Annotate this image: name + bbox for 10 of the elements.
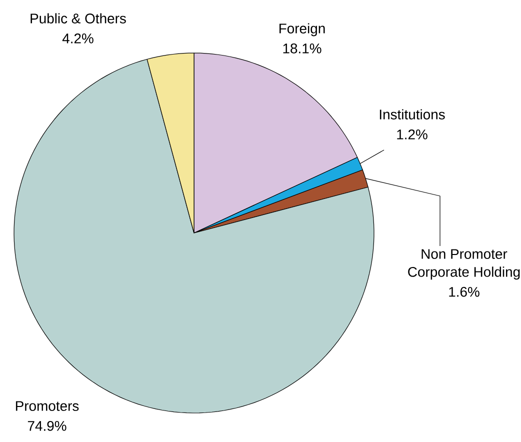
slice-label: Foreign — [279, 23, 325, 36]
data-label: 1.6% — [449, 286, 480, 297]
slice-label: Non Promoter Corporate Holding — [408, 249, 520, 280]
slice-label: Institutions — [380, 109, 445, 120]
slice-label: Promoters — [16, 401, 79, 411]
data-label: 4.2% — [62, 33, 94, 44]
data-label: 18.1% — [283, 43, 322, 54]
slice-label: Public & Others — [30, 13, 126, 24]
data-label: 74.9% — [28, 420, 66, 431]
data-label: 1.2% — [397, 129, 428, 140]
